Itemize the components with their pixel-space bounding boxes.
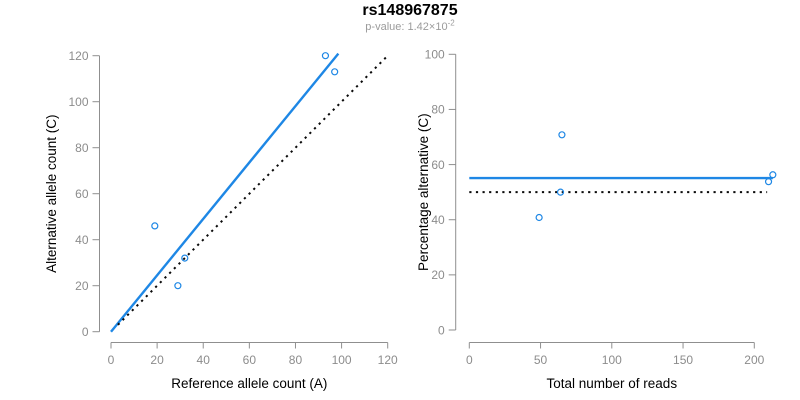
data-point [331,68,339,76]
ref-vs-alt-scatter: 0 20 40 60 80 100 120 0 20 40 60 80 100 120 Reference … [44,49,398,391]
data-point [151,222,159,230]
y-axis-title: Alternative allele count (C) [44,115,59,273]
data-point [769,171,777,179]
y-tick-label: 100 [68,95,88,109]
y-tick-label: 40 [75,233,89,247]
x-axis-title: Total number of reads [547,376,678,391]
x-axis-title: Reference allele count (A) [171,376,327,391]
y-tick-label: 20 [431,268,445,282]
x-tick-label: 60 [243,353,257,367]
figure-subtitle: p-value: 1.42×10-2 [10,18,800,33]
data-point [558,131,566,139]
data-point [764,178,773,186]
x-tick-label: 120 [378,353,398,367]
y-tick-label: 0 [438,323,445,337]
fit-line [110,52,340,333]
x-tick-label: 80 [289,353,303,367]
y-tick-label: 100 [425,48,445,62]
figure-title: rs148967875 [362,2,458,19]
y-tick-label: 120 [68,49,88,63]
pvalue-exponent: -2 [447,18,455,28]
x-tick-label: 50 [534,353,548,367]
x-tick-label: 0 [466,353,473,367]
y-tick-label: 60 [75,187,89,201]
x-tick-label: 20 [150,353,164,367]
pvalue-label: p-value: 1.42×10 [365,21,448,33]
y-tick-label: 80 [431,103,445,117]
x-tick-label: 40 [197,353,211,367]
data-point [181,254,189,262]
x-tick-label: 0 [108,353,115,367]
y-axis-title: Percentage alternative (C) [416,113,431,271]
data-point [556,188,565,196]
reads-vs-percentage-scatter: 0 50 100 150 200 0 20 40 60 80 100 Total number of … [416,48,777,391]
data-point [321,52,330,60]
x-tick-label: 100 [602,353,622,367]
x-tick-label: 200 [744,353,764,367]
y-tick-label: 0 [82,325,89,339]
y-tick-label: 40 [431,213,445,227]
x-tick-label: 100 [332,353,352,367]
identity-line [117,54,389,326]
y-tick-label: 80 [75,141,89,155]
x-tick-label: 150 [673,353,693,367]
data-point [174,282,182,290]
y-tick-label: 20 [75,279,89,293]
data-point [535,213,543,222]
y-tick-label: 60 [431,158,445,172]
